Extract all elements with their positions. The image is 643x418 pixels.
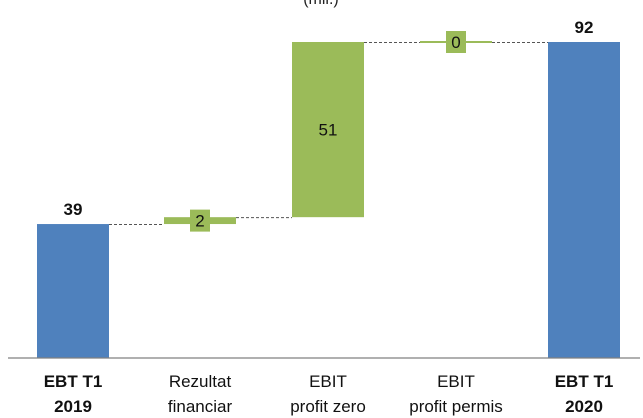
x-tick-label-2-line-2: financiar [168,397,233,416]
x-tick-labels: EBT T1 2019 Rezultat financiar EBIT profit ze… [44,372,614,416]
x-tick-label-2-line-1: Rezultat [169,372,232,391]
x-tick-label-1-line-1: EBT T1 [44,372,103,391]
bar-3 [292,42,364,218]
data-label-3: 51 [319,121,338,140]
x-tick-label-3-line-1: EBIT [309,372,347,391]
chart-title: (mil.) [303,0,339,8]
x-tick-label-5-line-2: 2020 [565,397,603,416]
bar-1 [37,224,109,358]
x-tick-label-4-line-2: profit permis [409,397,503,416]
connectors-layer [109,42,548,226]
label-chip-4 [446,31,466,53]
x-tick-label-5-line-1: EBT T1 [555,372,614,391]
label-chip-2 [190,209,210,232]
data-label-2: 2 [195,212,204,231]
bars-layer [37,31,620,358]
data-label-4: 0 [451,33,460,52]
labels-layer: 39 2 51 0 92 [64,18,594,231]
x-tick-label-3-line-2: profit zero [290,397,366,416]
x-tick-label-4-line-1: EBIT [437,372,475,391]
data-label-5: 92 [575,18,594,37]
data-label-1: 39 [64,200,83,219]
x-tick-label-1-line-2: 2019 [54,397,92,416]
bar-5 [548,42,620,358]
